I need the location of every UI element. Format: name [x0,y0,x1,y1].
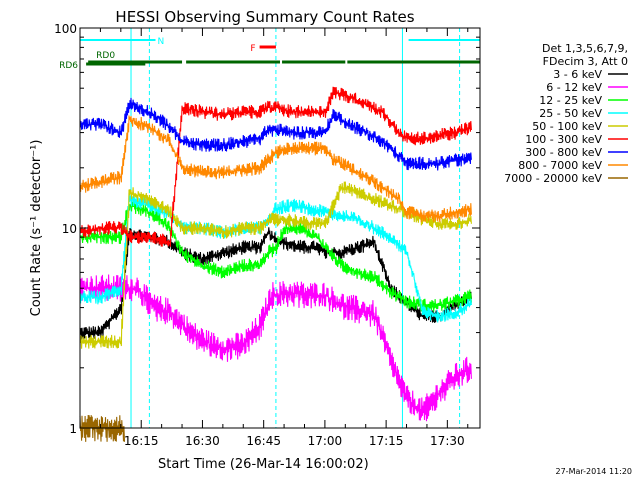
flag-label-rd6: RD6 [59,61,78,71]
legend-entry-label: 800 - 7000 keV [518,159,602,172]
flag-label-f: F [250,44,255,54]
series-line-5 [79,86,472,247]
flag-label-n: N [158,37,165,47]
x-axis-label: Start Time (26-Mar-14 16:00:02) [158,457,369,472]
axes: 16:15 16:30 16:45 17:00 17:15 17:30 1 10 100 [54,22,481,448]
x-tick-label: 17:30 [430,434,465,448]
y-tick-label: 10 [62,222,77,236]
series-line-4 [79,181,472,349]
legend-entry-label: 7000 - 20000 keV [504,172,602,185]
legend-entry-label: 6 - 12 keV [546,81,602,94]
y-tick-label: 100 [54,22,77,36]
plot-frame [79,27,481,429]
series-line-7 [79,115,472,223]
series-line-2 [79,200,472,313]
y-axis-label: Count Rate (s⁻¹ detector⁻¹) [29,140,44,317]
x-tick-label: 17:15 [369,434,404,448]
series-line-6 [79,97,472,171]
legend-entry-label: 50 - 100 keV [532,120,602,133]
flag-label-rd0: RD0 [96,51,115,61]
legend-entry-label: 3 - 6 keV [553,68,602,81]
legend: Det 1,3,5,6,7,9,FDecim 3, Att 03 - 6 keV… [504,42,628,185]
legend-entry-label: 12 - 25 keV [539,94,602,107]
legend-header: Det 1,3,5,6,7,9, [542,42,628,55]
plot-marks [79,28,472,442]
x-tick-label: 16:45 [246,434,281,448]
x-tick-label: 16:15 [124,434,159,448]
legend-entry-label: 100 - 300 keV [525,133,602,146]
x-tick-label: 17:00 [308,434,343,448]
series-line-1 [79,274,472,422]
chart-title: HESSI Observing Summary Count Rates [115,8,414,26]
legend-entry-label: 300 - 800 keV [525,146,602,159]
legend-entry-label: 25 - 50 keV [539,107,602,120]
x-tick-label: 16:30 [185,434,220,448]
footer-timestamp: 27-Mar-2014 11:20 [556,467,633,476]
legend-header: FDecim 3, Att 0 [543,55,628,68]
flag-marks: N RD0 RD6 F [59,37,480,71]
y-tick-label: 1 [69,422,77,436]
